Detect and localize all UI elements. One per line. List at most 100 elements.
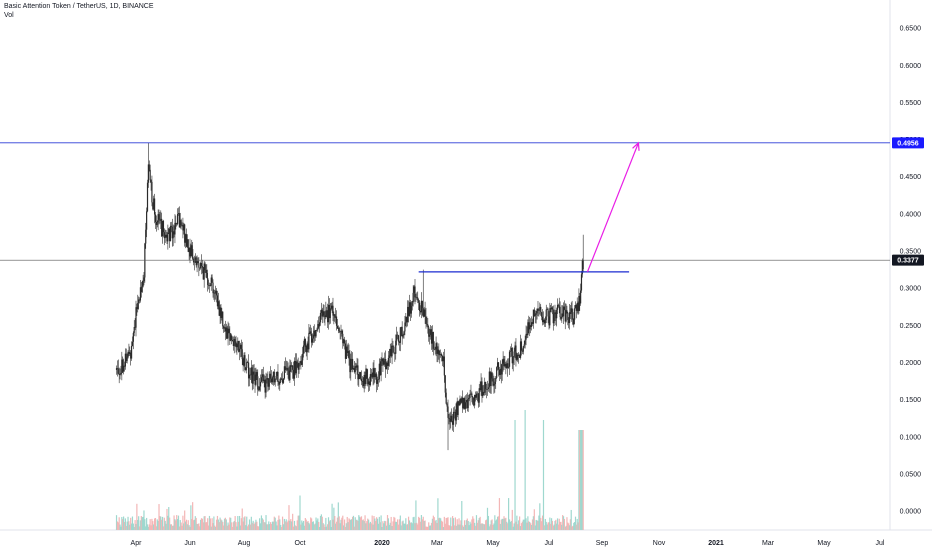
volume-bar — [167, 515, 169, 530]
candle-body — [125, 353, 127, 361]
volume-bar — [385, 525, 388, 530]
volume-bar — [452, 518, 455, 530]
candle-body — [544, 320, 546, 324]
volume-bar — [208, 515, 211, 530]
y-tick-label: 0.6000 — [900, 63, 922, 70]
volume-bar — [493, 523, 495, 530]
volume-bar — [265, 515, 267, 530]
x-tick-label: May — [817, 540, 831, 547]
volume-bar — [242, 521, 244, 530]
candle-body — [528, 322, 530, 330]
candle-body — [227, 328, 229, 339]
candle-body — [376, 374, 378, 384]
candle-body — [430, 329, 433, 344]
candle-body — [566, 310, 568, 313]
candle-body — [283, 366, 285, 379]
candle-body — [436, 343, 438, 354]
candle-body — [215, 290, 218, 296]
y-tick-label: 0.0500 — [900, 471, 922, 478]
candle-body — [402, 335, 404, 337]
candle-body — [219, 307, 221, 316]
volume-bar — [209, 518, 211, 530]
candle-body — [291, 365, 293, 367]
candle-body — [164, 237, 166, 239]
volume-bar — [557, 524, 560, 530]
candle-body — [233, 339, 235, 346]
volume-bar — [454, 517, 456, 530]
volume-bar — [315, 517, 317, 530]
candle-body — [483, 391, 485, 393]
volume-bar — [161, 519, 163, 530]
volume-bar — [266, 524, 268, 530]
volume-bar — [531, 519, 534, 530]
volume-bar — [499, 523, 501, 530]
volume-bar — [214, 525, 216, 530]
candle-body — [507, 363, 509, 368]
projection-arrow-line[interactable] — [586, 142, 640, 273]
candle-body — [558, 305, 560, 307]
candle-body — [247, 362, 250, 379]
volume-bar — [130, 517, 132, 530]
candle-body — [254, 374, 256, 385]
candle-body — [136, 307, 138, 309]
volume-bar — [277, 519, 279, 530]
volume-bar — [552, 525, 554, 530]
volume-bar — [238, 515, 241, 530]
candle-body — [238, 340, 240, 352]
candle-body — [169, 225, 172, 242]
volume-bar — [502, 518, 504, 530]
volume-bar — [252, 520, 254, 530]
volume-bar — [245, 525, 247, 530]
volume-bar — [143, 510, 145, 530]
volume-bar — [145, 526, 147, 530]
volume-bar — [480, 523, 482, 530]
candle-body — [571, 308, 573, 313]
candle-body — [580, 290, 582, 304]
candle-body — [151, 181, 153, 203]
volume-bar — [312, 521, 314, 530]
candle-body — [343, 339, 345, 344]
candle-body — [299, 361, 301, 363]
candle-body — [177, 213, 180, 215]
volume-bar — [332, 519, 334, 530]
volume-bar — [233, 520, 235, 530]
volume-bar — [518, 520, 520, 530]
volume-bar — [459, 524, 461, 530]
volume-bar — [424, 520, 426, 530]
volume-bar — [419, 521, 422, 530]
volume-bar — [269, 524, 271, 530]
volume-bar — [164, 520, 166, 530]
candle-body — [259, 386, 261, 390]
volume-bar — [216, 515, 219, 530]
candle-body — [258, 389, 260, 391]
candle-body — [367, 377, 369, 385]
candle-body — [440, 354, 443, 356]
candle-body — [308, 332, 310, 350]
volume-bar — [348, 518, 350, 530]
volume-bar — [536, 520, 538, 530]
volume-bar — [334, 515, 336, 530]
candle-body — [511, 347, 513, 364]
volume-bar — [468, 525, 470, 530]
candle-body — [503, 358, 505, 367]
volume-bar — [455, 525, 457, 530]
candle-body — [123, 365, 126, 367]
candle-body — [550, 308, 552, 310]
candle-body — [307, 343, 309, 350]
volume-bar — [206, 522, 208, 530]
candle-body — [173, 231, 175, 235]
volume-bar — [378, 516, 380, 530]
volume-bar — [476, 522, 478, 530]
volume-bar — [136, 503, 138, 530]
candle-body — [159, 219, 161, 221]
candle-body — [180, 220, 182, 226]
candle-body — [226, 327, 228, 339]
candle-body — [132, 332, 134, 342]
volume-bar — [376, 517, 378, 530]
candle-body — [485, 381, 487, 390]
volume-bar — [211, 518, 213, 530]
candle-body — [218, 301, 220, 316]
candle-body — [416, 296, 418, 298]
